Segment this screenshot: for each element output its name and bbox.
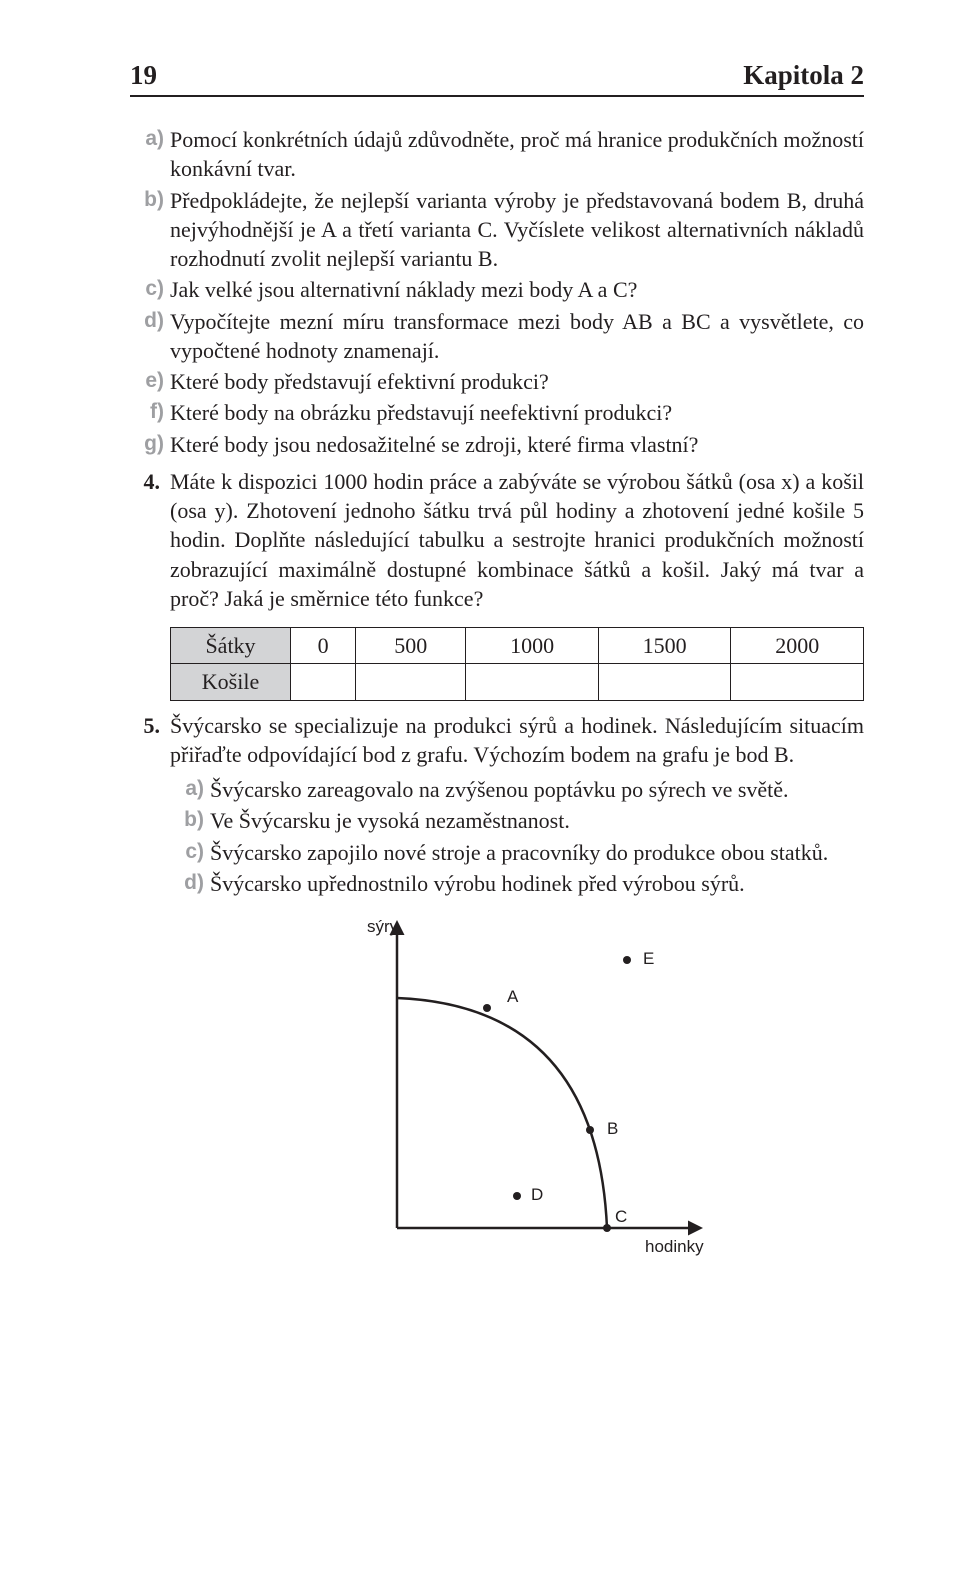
item-marker: f) [130, 398, 164, 426]
q3-b: b)Předpokládejte, že nejlepší varianta v… [130, 186, 864, 274]
numbered-questions: 4. Máte k dispozici 1000 hodin práce a z… [130, 467, 864, 1268]
q3-a: a)Pomocí konkrétních údajů zdůvodněte, p… [130, 125, 864, 184]
item-text: Švýcarsko upřednostnilo výrobu hodinek p… [210, 871, 745, 896]
q3-c: c)Jak velké jsou alternativní náklady me… [130, 275, 864, 304]
question-5-subitems: a)Švýcarsko zareagovalo na zvýšenou popt… [170, 775, 864, 898]
q3-d: d)Vypočítejte mezní míru transformace me… [130, 307, 864, 366]
item-text: Vypočítejte mezní míru transformace mezi… [170, 309, 864, 363]
row-header-satky: Šátky [171, 628, 291, 664]
item-text: Předpokládejte, že nejlepší varianta výr… [170, 188, 864, 272]
item-marker: 4. [130, 467, 160, 496]
item-marker: c) [170, 838, 204, 866]
row-header-kosile: Košile [171, 664, 291, 700]
question-4: 4. Máte k dispozici 1000 hodin práce a z… [130, 467, 864, 701]
svg-text:B: B [607, 1119, 618, 1138]
ppf-chart: sýry hodinky A B C D E [170, 908, 864, 1268]
table-cell: 2000 [731, 628, 864, 664]
item-text: Švýcarsko se specializuje na produkci sý… [170, 713, 864, 767]
table-cell-empty [731, 664, 864, 700]
chapter-title: Kapitola 2 [743, 60, 864, 91]
item-text: Máte k dispozici 1000 hodin práce a zabý… [170, 469, 864, 611]
item-text: Které body jsou nedosažitelné se zdroji,… [170, 432, 698, 457]
table-row: Šátky 0 500 1000 1500 2000 [171, 628, 864, 664]
q5-b: b)Ve Švýcarsku je vysoká nezaměstnanost. [170, 806, 864, 835]
q3-e: e)Které body představují efektivní produ… [130, 367, 864, 396]
item-text: Které body představují efektivní produkc… [170, 369, 549, 394]
q5-a: a)Švýcarsko zareagovalo na zvýšenou popt… [170, 775, 864, 804]
item-marker: e) [130, 367, 164, 395]
table-cell-empty [598, 664, 731, 700]
item-marker: d) [130, 307, 164, 335]
item-marker: b) [170, 806, 204, 834]
item-text: Jak velké jsou alternativní náklady mezi… [170, 277, 637, 302]
ppf-table: Šátky 0 500 1000 1500 2000 Košile [170, 627, 864, 701]
svg-text:sýry: sýry [367, 917, 399, 936]
q5-d: d)Švýcarsko upřednostnilo výrobu hodinek… [170, 869, 864, 898]
item-marker: c) [130, 275, 164, 303]
table-cell-empty [291, 664, 356, 700]
question-3-subitems: a)Pomocí konkrétních údajů zdůvodněte, p… [130, 125, 864, 459]
table-cell: 0 [291, 628, 356, 664]
svg-text:D: D [531, 1185, 543, 1204]
table-cell-empty [356, 664, 466, 700]
page-number: 19 [130, 60, 157, 91]
item-text: Švýcarsko zapojilo nové stroje a pracovn… [210, 840, 828, 865]
svg-text:C: C [615, 1207, 627, 1226]
item-marker: d) [170, 869, 204, 897]
svg-text:E: E [643, 949, 654, 968]
svg-text:A: A [507, 987, 519, 1006]
table-cell: 1000 [466, 628, 599, 664]
q3-g: g)Které body jsou nedosažitelné se zdroj… [130, 430, 864, 459]
item-text: Pomocí konkrétních údajů zdůvodněte, pro… [170, 127, 864, 181]
item-marker: 5. [130, 711, 160, 740]
table-cell: 1500 [598, 628, 731, 664]
item-marker: a) [130, 125, 164, 153]
question-5: 5. Švýcarsko se specializuje na produkci… [130, 711, 864, 1269]
item-text: Které body na obrázku představují neefek… [170, 400, 672, 425]
item-text: Ve Švýcarsku je vysoká nezaměstnanost. [210, 808, 570, 833]
svg-text:hodinky: hodinky [645, 1237, 704, 1256]
ppf-chart-svg: sýry hodinky A B C D E [307, 908, 727, 1268]
item-text: Švýcarsko zareagovalo na zvýšenou poptáv… [210, 777, 789, 802]
running-head: 19 Kapitola 2 [130, 60, 864, 97]
q5-c: c)Švýcarsko zapojilo nové stroje a praco… [170, 838, 864, 867]
item-marker: a) [170, 775, 204, 803]
item-marker: b) [130, 186, 164, 214]
table-cell: 500 [356, 628, 466, 664]
table-cell-empty [466, 664, 599, 700]
q3-f: f)Které body na obrázku představují neef… [130, 398, 864, 427]
item-marker: g) [130, 430, 164, 458]
table-row: Košile [171, 664, 864, 700]
